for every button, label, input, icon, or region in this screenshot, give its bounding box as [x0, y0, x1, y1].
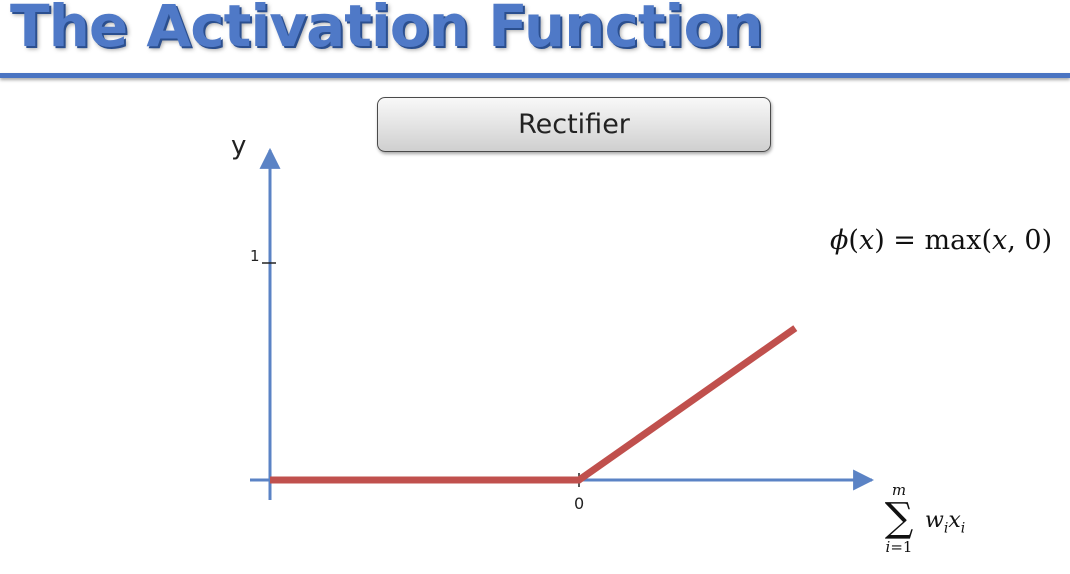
- y-tick-label: 1: [250, 247, 260, 265]
- y-axis-label: y: [231, 131, 246, 161]
- rectifier-curve: [270, 325, 798, 484]
- x-tick-label: 0: [574, 494, 584, 513]
- rectifier-formula: ϕ(x) = max(x, 0): [830, 225, 1053, 256]
- function-name-box: Rectifier: [377, 97, 771, 152]
- weighted-sum-label: m ∑ i=1: [884, 481, 914, 556]
- weighted-sum-term: wixi: [925, 508, 966, 537]
- title-divider: [0, 73, 1070, 78]
- slide-title: The Activation Function: [10, 0, 764, 60]
